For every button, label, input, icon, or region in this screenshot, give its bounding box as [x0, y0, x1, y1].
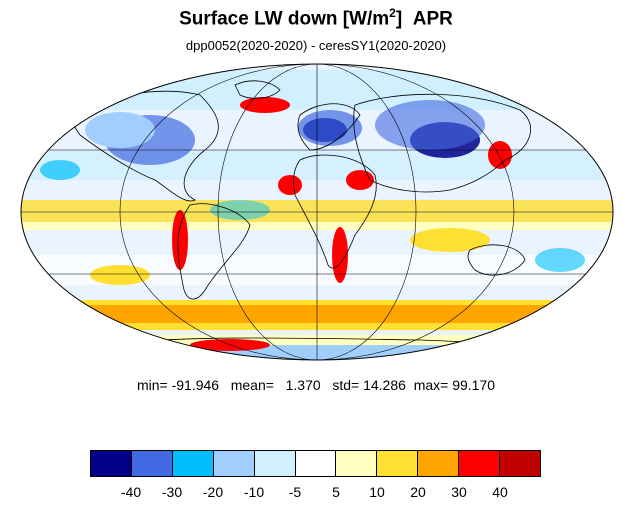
map-field: [21, 64, 613, 360]
graticule: [21, 64, 613, 360]
title-close: ]: [395, 8, 403, 30]
north-subtropic-band: [21, 150, 613, 180]
plot-title: Surface LW down [W/m2] APR: [0, 6, 632, 30]
europe-cool-patch: [298, 110, 362, 146]
south-america-coast: [177, 203, 251, 300]
colorbar-tick-label: 10: [369, 484, 385, 500]
tropical-band: [21, 200, 613, 222]
pacific-cool-patch: [40, 160, 80, 180]
colorbar-swatch: [336, 451, 378, 476]
plot-subtitle: dpp0052(2020-2020) - ceresSY1(2020-2020): [185, 38, 447, 53]
greenland-coast: [234, 80, 281, 99]
north-america-cool-patch: [85, 112, 155, 148]
tropical-band-edge: [21, 222, 613, 230]
arabia-warm-patch: [346, 170, 374, 190]
north-america-coast: [69, 90, 219, 202]
globe-outline: [20, 63, 614, 361]
antarctic-band: [21, 345, 613, 360]
colorbar-tick-label: -20: [202, 484, 224, 500]
stat-std-label: std=: [332, 377, 360, 393]
amazon-cool-patch: [210, 200, 270, 220]
andes-warm-patch: [172, 210, 188, 270]
stat-min-label: min=: [136, 377, 168, 393]
southern-ocean-edge: [21, 335, 613, 345]
colorbar-tick-label: -10: [243, 484, 265, 500]
south-africa-warm-patch: [332, 227, 348, 283]
arctic-band: [21, 70, 613, 110]
meridian-60: [217, 64, 417, 360]
colorbar-tick-label: 40: [492, 484, 508, 500]
colorbar-swatch: [254, 451, 296, 476]
southern-ocean-band-strong: [80, 305, 560, 323]
south-pacific-cool-patch: [535, 248, 585, 272]
colorbar-swatch: [377, 451, 419, 476]
asia-coast: [353, 93, 531, 193]
indian-ocean-warm-patch: [410, 228, 490, 252]
title-month: APR: [412, 8, 453, 30]
australia-coast: [467, 244, 526, 276]
difference-map: [20, 63, 614, 361]
colorbar-swatch: [213, 451, 255, 476]
north-africa-warm-patch: [278, 175, 302, 195]
colorbar-swatch: [131, 451, 173, 476]
colorbar-swatch: [295, 451, 337, 476]
stat-mean-value: 1.370: [285, 377, 321, 393]
east-asia-warm-patch: [488, 141, 512, 169]
colorbar-tick-label: -5: [288, 484, 302, 500]
title-superscript: 2: [389, 6, 396, 20]
colorbar-swatch: [172, 451, 214, 476]
colorbar-tick-label: -30: [161, 484, 183, 500]
stat-std-value: 14.286: [363, 377, 406, 393]
asia-cool-patch: [375, 100, 485, 150]
colorbar: [90, 450, 541, 477]
stat-max-value: 99.170: [452, 377, 496, 393]
colorbar-tick-label: 5: [332, 484, 340, 500]
colorbar-tick-label: 30: [451, 484, 467, 500]
europe-coast: [297, 103, 361, 151]
stat-mean-label: mean=: [230, 377, 274, 393]
colorbar-swatch: [91, 451, 132, 476]
stat-min-value: -91.946: [171, 377, 220, 393]
colorbar-tick-label: 20: [410, 484, 426, 500]
statistics-line: min= -91.946 mean= 1.370 std= 14.286 max…: [0, 377, 632, 393]
atlantic-warm-patch: [240, 97, 290, 113]
colorbar-swatch: [418, 451, 460, 476]
colorbar-swatch: [459, 451, 501, 476]
colorbar-swatch: [500, 451, 540, 476]
south-pacific-warm-patch: [90, 265, 150, 285]
meridian-120: [119, 64, 515, 360]
colorbar-tick-label: -40: [120, 484, 142, 500]
title-main: Surface LW down [W/m: [179, 8, 390, 30]
stat-max-label: max=: [413, 377, 449, 393]
